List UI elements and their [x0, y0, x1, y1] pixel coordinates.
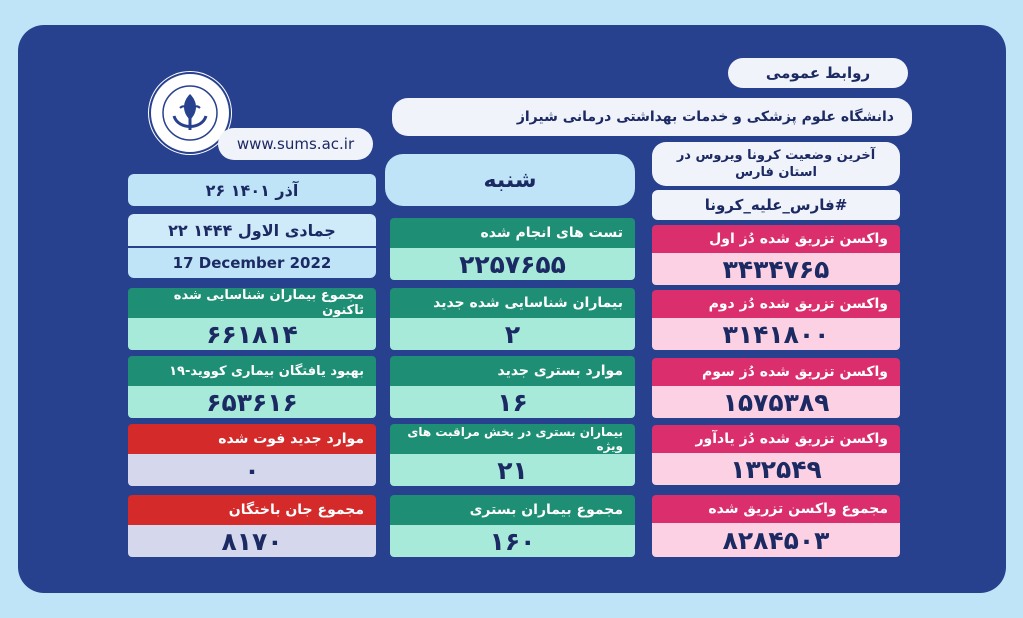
new-cases-label: بیماران شناسایی شده جدید	[390, 288, 635, 318]
total-hospitalized-value: ۱۶۰	[390, 525, 635, 557]
vaccine-dose1-value: ۳۴۳۴۷۶۵	[652, 253, 900, 285]
gregorian-date-box: 17 December 2022	[128, 248, 376, 278]
vaccine-booster-value: ۱۳۲۵۴۹	[652, 453, 900, 485]
status-title-pill: آخرین وضعیت کرونا ویروس در استان فارس	[652, 142, 900, 186]
new-hospitalized-value: ۱۶	[390, 386, 635, 418]
vaccine-dose3-label: واکسن تزریق شده دُز سوم	[652, 358, 900, 386]
website-pill: www.sums.ac.ir	[218, 128, 373, 160]
vaccine-dose1-label: واکسن تزریق شده دُز اول	[652, 225, 900, 253]
university-name: دانشگاه علوم پزشکی و خدمات بهداشتی درمان…	[516, 109, 894, 125]
total-deaths-value: ۸۱۷۰	[128, 525, 376, 557]
solar-date: ۲۶ آذر ۱۴۰۱	[205, 180, 299, 200]
lunar-date-box: ۲۲ جمادی الاول ۱۴۴۴	[128, 214, 376, 246]
new-deaths-label: موارد جدید فوت شده	[128, 424, 376, 454]
vaccine-dose2-label: واکسن تزریق شده دُز دوم	[652, 290, 900, 318]
recovered-label: بهبود یافتگان بیماری کووید-۱۹	[128, 356, 376, 386]
total-cases-value: ۶۶۱۸۱۴	[128, 318, 376, 350]
lunar-date: ۲۲ جمادی الاول ۱۴۴۴	[168, 220, 336, 240]
vaccine-total-value: ۸۲۸۴۵۰۳	[652, 523, 900, 557]
gregorian-date: 17 December 2022	[172, 254, 332, 272]
icu-patients-value: ۲۱	[390, 454, 635, 486]
vaccine-dose3-value: ۱۵۷۵۳۸۹	[652, 386, 900, 418]
solar-date-box: ۲۶ آذر ۱۴۰۱	[128, 174, 376, 206]
total-cases-label: مجموع بیماران شناسایی شده تاکنون	[128, 288, 376, 318]
pr-label: روابط عمومی	[765, 64, 871, 82]
weekday: شنبه	[483, 167, 537, 193]
university-logo	[140, 68, 240, 158]
website-url: www.sums.ac.ir	[236, 135, 355, 153]
total-deaths-label: مجموع جان باختگان	[128, 495, 376, 525]
recovered-value: ۶۵۳۶۱۶	[128, 386, 376, 418]
tests-value: ۲۲۵۷۶۵۵	[390, 248, 635, 280]
hashtag-pill: #فارس_علیه_کرونا	[652, 190, 900, 220]
weekday-pill: شنبه	[385, 154, 635, 206]
new-cases-value: ۲	[390, 318, 635, 350]
icu-patients-label: بیماران بستری در بخش مراقبت های ویژه	[390, 424, 635, 454]
logo-emblem-icon	[148, 71, 232, 155]
tests-label: تست های انجام شده	[390, 218, 635, 248]
hashtag: #فارس_علیه_کرونا	[704, 196, 848, 214]
status-title: آخرین وضعیت کرونا ویروس در استان فارس	[676, 148, 876, 180]
new-hospitalized-label: موارد بستری جدید	[390, 356, 635, 386]
vaccine-total-label: مجموع واکسن تزریق شده	[652, 495, 900, 523]
university-pill: دانشگاه علوم پزشکی و خدمات بهداشتی درمان…	[392, 98, 912, 136]
vaccine-booster-label: واکسن تزریق شده دُز یادآور	[652, 425, 900, 453]
total-hospitalized-label: مجموع بیماران بستری	[390, 495, 635, 525]
new-deaths-value: ۰	[128, 454, 376, 486]
pr-label-pill: روابط عمومی	[728, 58, 908, 88]
vaccine-dose2-value: ۳۱۴۱۸۰۰	[652, 318, 900, 350]
